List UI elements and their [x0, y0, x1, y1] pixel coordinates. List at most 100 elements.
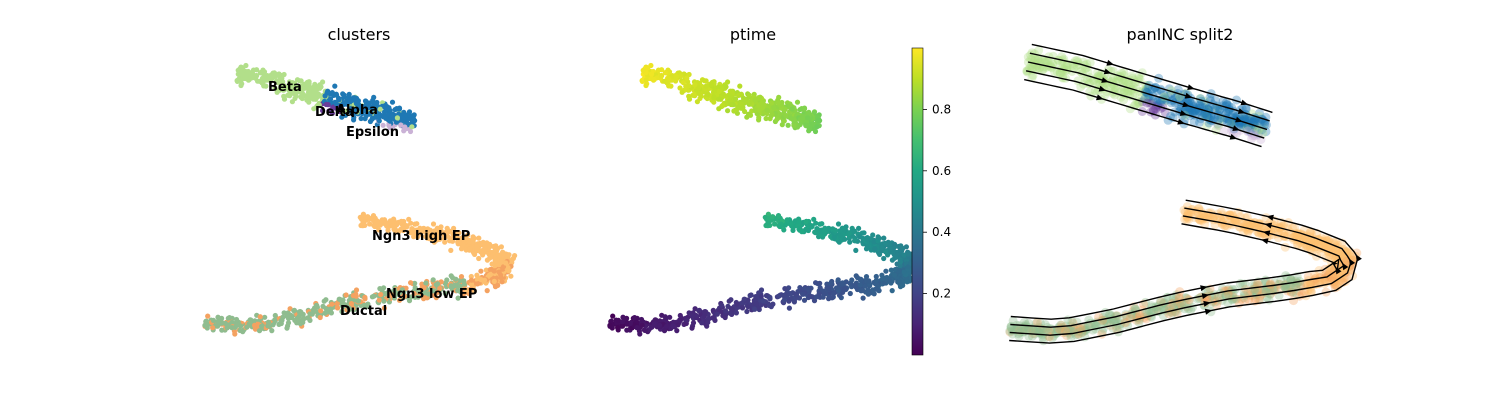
cluster-point — [401, 128, 407, 134]
cluster-point — [434, 281, 441, 287]
cluster-point — [252, 322, 258, 328]
cluster-point — [455, 287, 461, 294]
cluster-point — [332, 83, 338, 89]
ptime-point — [863, 274, 870, 280]
paninc-panel: panINC split2 — [1005, 25, 1362, 346]
ptime-point — [820, 294, 826, 300]
ptime-point — [758, 293, 764, 299]
paninc-point — [1202, 121, 1212, 131]
paninc-point — [1062, 60, 1072, 70]
ptime-point — [643, 77, 649, 83]
paninc-point — [1184, 106, 1194, 116]
ptime-point — [860, 295, 866, 301]
cluster-point — [226, 315, 233, 321]
paninc-point — [1250, 115, 1260, 125]
ptime-point — [836, 239, 842, 245]
ptime-point — [631, 315, 638, 321]
ptime-point — [842, 285, 848, 291]
ptime-point — [699, 320, 705, 326]
ptime-point — [690, 320, 697, 326]
ptime-point — [669, 73, 675, 79]
ptime-point — [857, 234, 863, 240]
cluster-point — [289, 99, 295, 105]
paninc-point — [1059, 64, 1069, 74]
ptime-point — [705, 92, 711, 98]
cluster-point — [291, 90, 297, 96]
paninc-point — [1033, 55, 1043, 65]
ptime-point — [701, 78, 708, 84]
ptime-point — [711, 94, 717, 100]
ptime-point — [716, 88, 722, 95]
paninc-point — [1255, 108, 1264, 118]
paninc-point — [1252, 126, 1262, 135]
cluster-point — [478, 268, 484, 274]
cluster-point — [448, 283, 454, 289]
ptime-point — [781, 118, 787, 124]
ptime-point — [686, 310, 692, 316]
ptime-point — [825, 285, 832, 291]
paninc-point — [1108, 88, 1118, 98]
paninc-point — [1160, 108, 1170, 118]
ptime-point — [620, 319, 626, 325]
ptime-point — [670, 323, 676, 329]
ptime-point — [703, 83, 709, 89]
ptime-point — [623, 320, 630, 326]
ptime-point — [731, 108, 737, 114]
cluster-point — [215, 319, 221, 325]
ptime-point — [794, 99, 801, 105]
ptime-point — [865, 291, 872, 297]
cluster-point — [444, 277, 450, 283]
cluster-point — [402, 293, 408, 299]
cluster-point — [336, 296, 342, 302]
ptime-point — [727, 93, 733, 99]
paninc-point — [1170, 107, 1180, 117]
cluster-point — [264, 73, 270, 79]
ptime-point — [745, 304, 751, 310]
cluster-point — [311, 88, 317, 95]
paninc-point — [1110, 83, 1120, 93]
cluster-point — [244, 71, 250, 77]
ptime-point — [801, 297, 808, 303]
paninc-point — [1161, 303, 1171, 313]
ptime-point — [769, 214, 775, 220]
cluster-point — [222, 320, 228, 326]
paninc-point — [1098, 327, 1107, 337]
cluster-point — [259, 323, 265, 329]
paninc-point — [1033, 54, 1043, 64]
ptime-point — [722, 314, 728, 321]
ptime-point — [873, 286, 879, 292]
paninc-point — [1170, 98, 1180, 108]
ptime-point — [689, 325, 695, 331]
cluster-point — [259, 80, 265, 86]
ptime-point — [904, 279, 910, 285]
ptime-point — [831, 234, 837, 240]
ptime-point — [658, 72, 665, 79]
ptime-point — [718, 96, 724, 102]
paninc-point — [1201, 111, 1211, 121]
paninc-point — [1061, 73, 1071, 83]
paninc-point — [1069, 63, 1079, 73]
paninc-point — [1053, 55, 1063, 65]
cluster-point — [315, 91, 321, 97]
ptime-point — [783, 112, 789, 119]
ptime-point — [853, 283, 859, 289]
ptime-point — [741, 97, 747, 103]
paninc-point — [1023, 52, 1033, 62]
cluster-point — [313, 96, 319, 102]
paninc-point — [1166, 86, 1176, 96]
ptime-point — [813, 280, 819, 286]
cluster-point — [410, 117, 416, 123]
cluster-point — [432, 232, 439, 238]
cluster-point — [284, 325, 290, 331]
cluster-point — [347, 107, 353, 114]
cluster-point — [476, 255, 482, 262]
paninc-point — [1187, 107, 1197, 117]
cluster-point — [378, 291, 384, 298]
ptime-point — [852, 238, 858, 244]
paninc-point — [1137, 92, 1147, 102]
cluster-point — [376, 297, 382, 303]
ptime-point — [674, 328, 680, 334]
colorbar-tick-label: 0.6 — [932, 164, 951, 178]
ptime-point — [775, 213, 782, 219]
ptime-point — [883, 249, 889, 255]
